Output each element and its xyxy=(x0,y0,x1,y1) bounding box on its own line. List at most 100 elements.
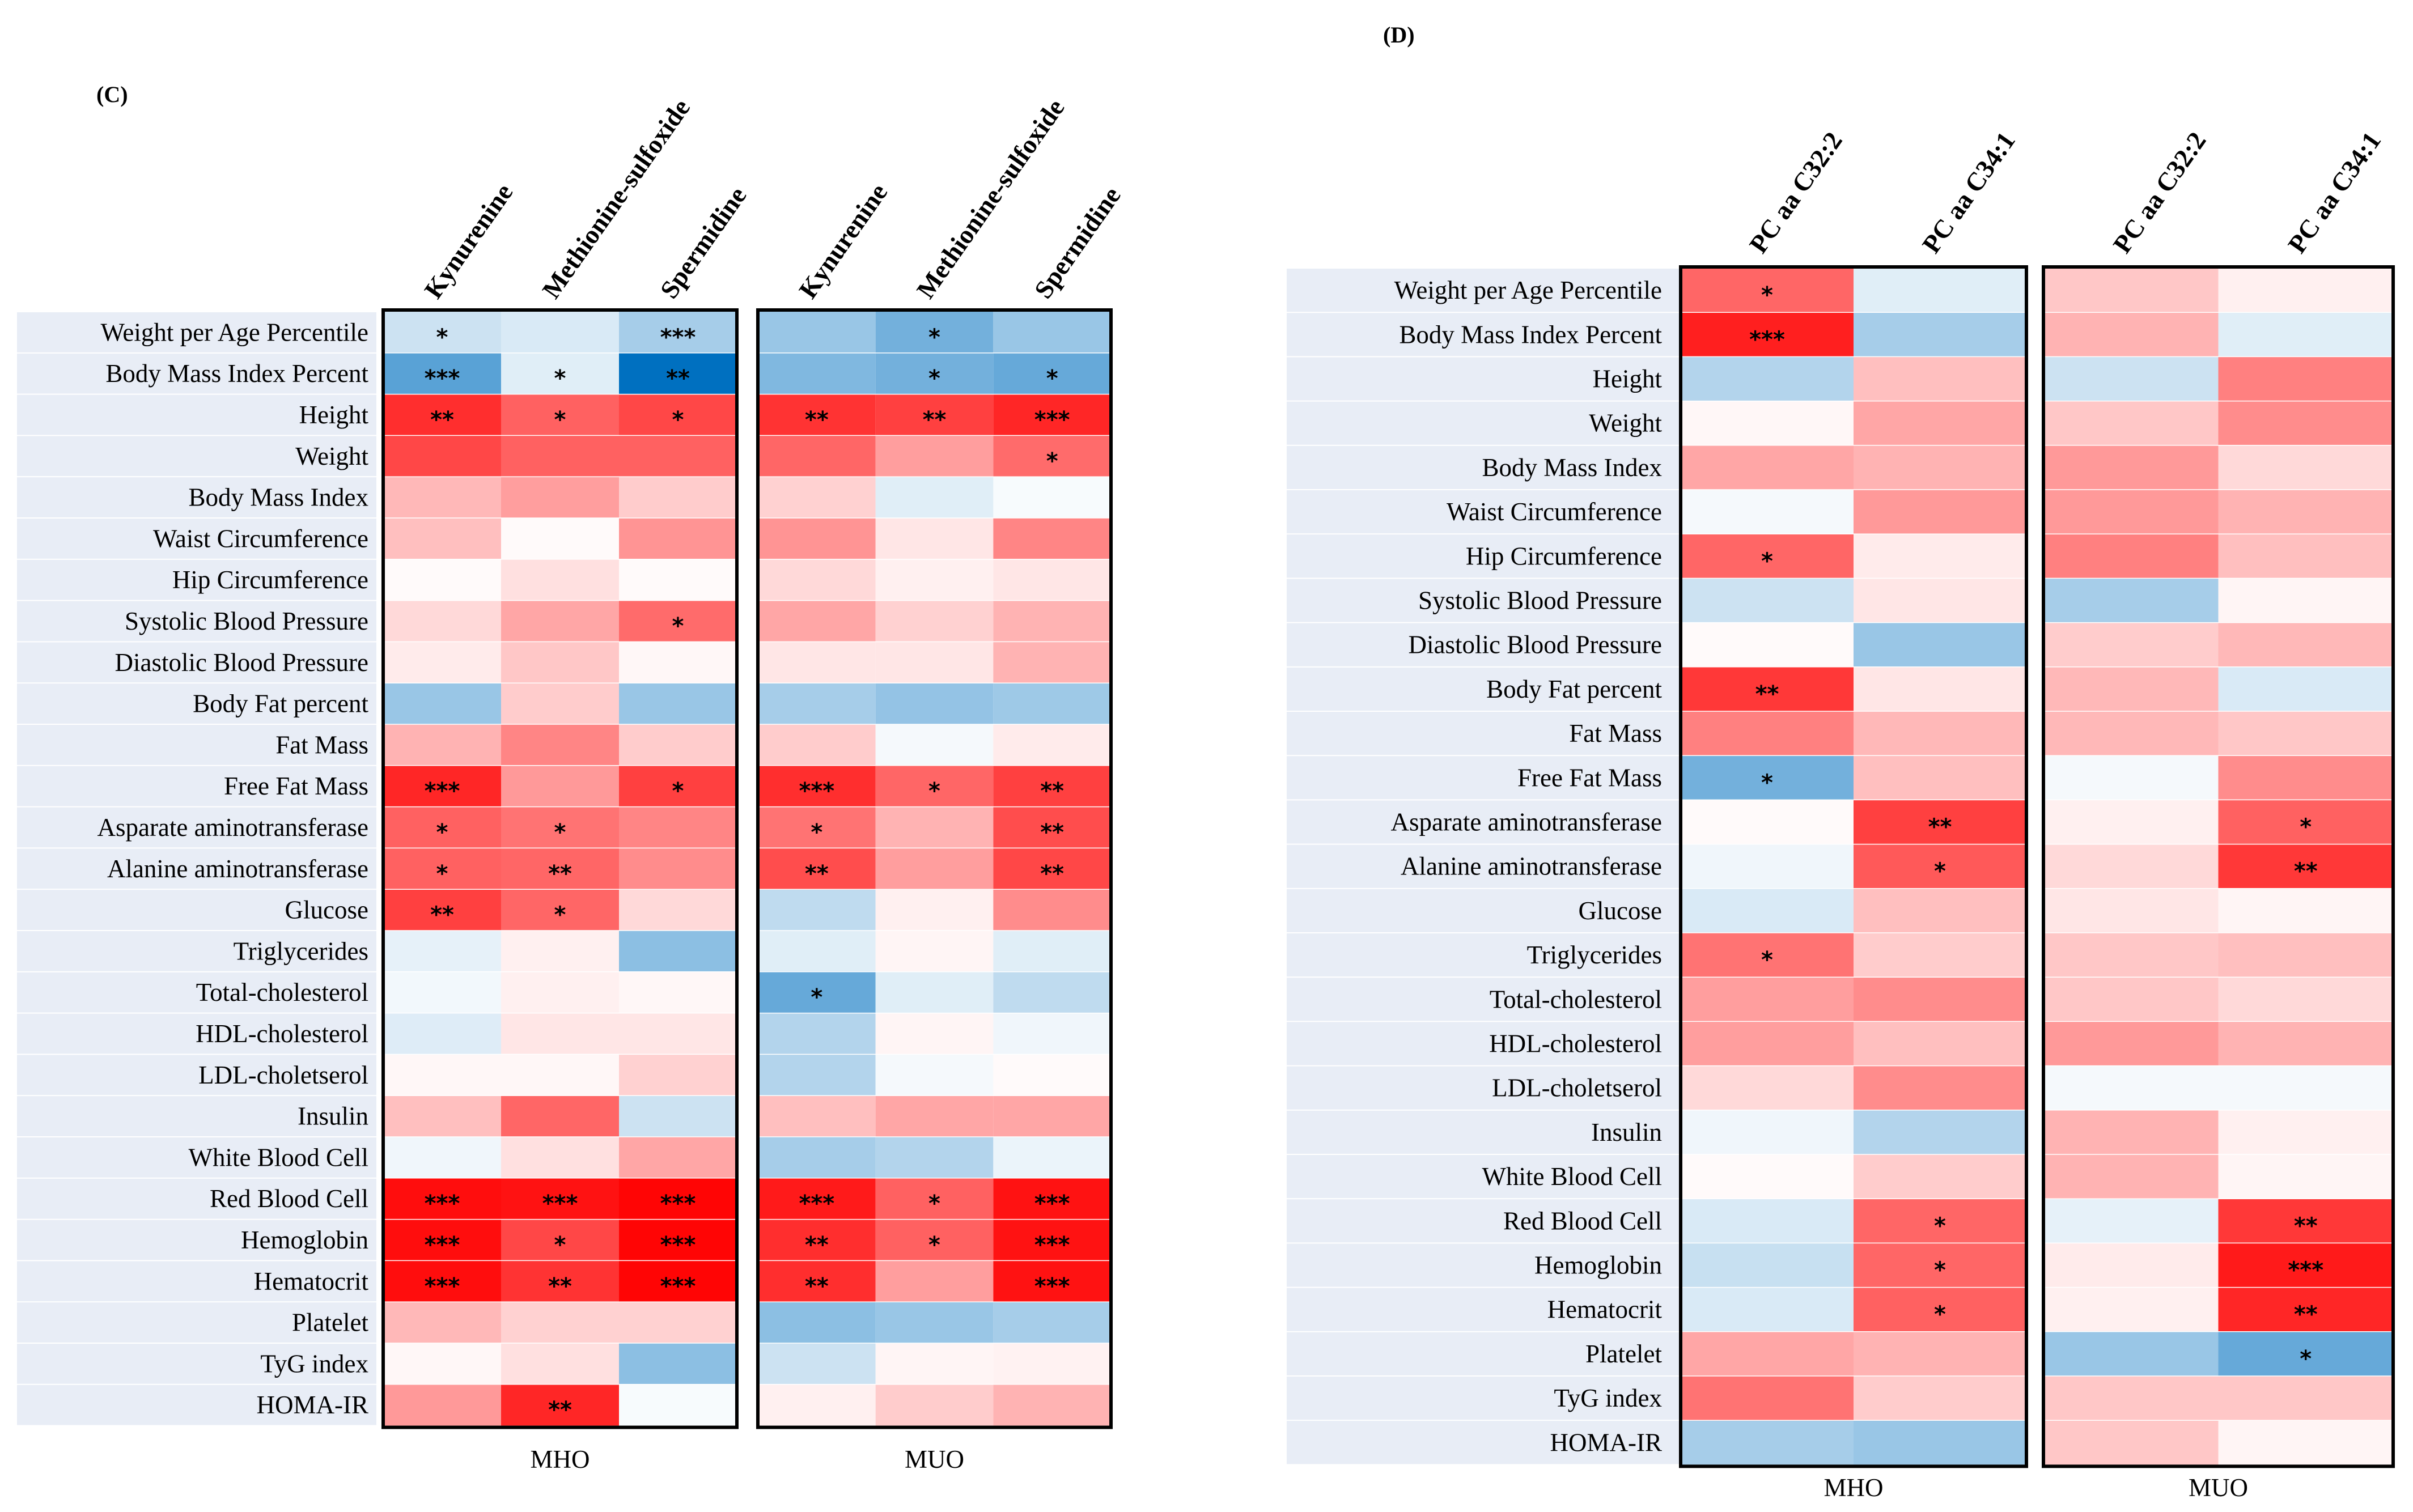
group-label: MHO xyxy=(530,1445,590,1473)
heatmap-cell xyxy=(383,848,501,890)
heatmap-cell xyxy=(993,600,1111,642)
heatmap-cell xyxy=(619,765,737,807)
heatmap-cell xyxy=(2043,1376,2219,1421)
panel-label: (C) xyxy=(96,82,128,107)
heatmap-cell xyxy=(875,889,994,931)
heatmap-cell xyxy=(2218,1331,2393,1376)
heatmap-cell xyxy=(758,1302,876,1343)
heatmap-cell xyxy=(758,477,876,518)
heatmap-cell xyxy=(993,806,1111,848)
heatmap-cell xyxy=(383,394,501,436)
heatmap-cell xyxy=(875,1260,994,1302)
heatmap-cell xyxy=(501,352,619,394)
heatmap-cell xyxy=(2218,401,2393,445)
heatmap-cell xyxy=(2043,888,2219,933)
heatmap-cell xyxy=(619,394,737,436)
heatmap-cell xyxy=(993,394,1111,436)
heatmap-cell xyxy=(1681,711,1854,756)
row-label-background xyxy=(1287,1332,1681,1375)
heatmap-cell xyxy=(993,1095,1111,1137)
row-label-background xyxy=(17,931,376,971)
heatmap-cell xyxy=(758,765,876,807)
row-label: Hemoglobin xyxy=(241,1226,368,1254)
significance-mark: *** xyxy=(1749,326,1785,352)
row-label-background xyxy=(17,1055,376,1095)
heatmap-cell xyxy=(875,724,994,766)
heatmap-cell xyxy=(501,806,619,848)
heatmap-cell xyxy=(501,600,619,642)
heatmap-cell xyxy=(619,352,737,394)
significance-mark: ** xyxy=(548,1273,572,1299)
heatmap-cell xyxy=(383,765,501,807)
heatmap-cell xyxy=(1681,1199,1854,1243)
heatmap-cell xyxy=(501,477,619,518)
heatmap-cell xyxy=(619,477,737,518)
significance-mark: * xyxy=(1761,548,1773,574)
heatmap-cell xyxy=(1681,666,1854,711)
row-label-background xyxy=(17,766,376,806)
heatmap-cell xyxy=(1681,490,1854,534)
significance-mark: ** xyxy=(923,407,947,433)
heatmap-cell xyxy=(993,1013,1111,1055)
significance-mark: ** xyxy=(1755,681,1779,707)
row-label-background xyxy=(1287,490,1681,534)
row-label: Asparate aminotransferase xyxy=(1390,808,1662,836)
significance-mark: ** xyxy=(548,861,572,887)
heatmap-cell xyxy=(758,435,876,477)
significance-mark: *** xyxy=(2288,1258,2323,1284)
heatmap-cell xyxy=(2218,1199,2393,1243)
heatmap-cell xyxy=(875,765,994,807)
heatmap-cell xyxy=(619,642,737,683)
row-label: Fat Mass xyxy=(275,730,368,759)
row-label-background xyxy=(1287,1377,1681,1420)
row-label: Hemoglobin xyxy=(1534,1251,1662,1280)
heatmap-cell xyxy=(2218,1021,2393,1066)
heatmap-cell xyxy=(383,683,501,724)
row-label: Free Fat Mass xyxy=(224,772,368,800)
heatmap-cell xyxy=(501,394,619,436)
significance-mark: *** xyxy=(660,1273,696,1299)
row-label-background xyxy=(17,807,376,848)
heatmap-cell xyxy=(875,435,994,477)
significance-mark: * xyxy=(1934,1302,1946,1328)
heatmap-cell xyxy=(2043,534,2219,579)
heatmap-cell xyxy=(993,352,1111,394)
row-label-background xyxy=(1287,800,1681,844)
heatmap-cell xyxy=(1854,356,2026,401)
row-label: HOMA-IR xyxy=(1550,1428,1663,1456)
row-label-background xyxy=(1287,889,1681,932)
heatmap-cell xyxy=(501,1013,619,1055)
significance-mark: ** xyxy=(805,861,829,887)
heatmap-cell xyxy=(875,1137,994,1178)
significance-mark: * xyxy=(672,407,684,433)
heatmap-cell xyxy=(1681,356,1854,401)
heatmap-cell xyxy=(383,1343,501,1384)
row-label: LDL-choletserol xyxy=(198,1061,368,1089)
row-label: Platelet xyxy=(1585,1340,1662,1368)
group-frame xyxy=(1679,265,2028,1468)
heatmap-cell xyxy=(993,518,1111,559)
heatmap-cell xyxy=(2218,1287,2393,1332)
heatmap-cell xyxy=(383,352,501,394)
heatmap-cell xyxy=(2218,622,2393,667)
row-label-background xyxy=(17,848,376,889)
heatmap-cell xyxy=(1681,1287,1854,1332)
significance-mark: ** xyxy=(548,1397,572,1423)
significance-mark: ** xyxy=(805,1273,829,1299)
heatmap-cell xyxy=(2043,1331,2219,1376)
heatmap-cell xyxy=(383,312,501,353)
heatmap-cell xyxy=(875,1095,994,1137)
row-label: Alanine aminotransferase xyxy=(1401,852,1662,881)
heatmap-cell xyxy=(383,1260,501,1302)
significance-mark: ** xyxy=(1040,819,1064,846)
heatmap-cell xyxy=(619,1343,737,1384)
heatmap-cell xyxy=(758,1054,876,1096)
significance-mark: *** xyxy=(1034,1273,1070,1299)
heatmap-cell xyxy=(875,1343,994,1384)
heatmap-cell xyxy=(1854,977,2026,1022)
heatmap-cell xyxy=(1854,1376,2026,1421)
row-label: TyG index xyxy=(1554,1384,1662,1412)
significance-mark: *** xyxy=(1034,1191,1070,1217)
heatmap-cell xyxy=(993,312,1111,353)
heatmap-cell xyxy=(383,642,501,683)
